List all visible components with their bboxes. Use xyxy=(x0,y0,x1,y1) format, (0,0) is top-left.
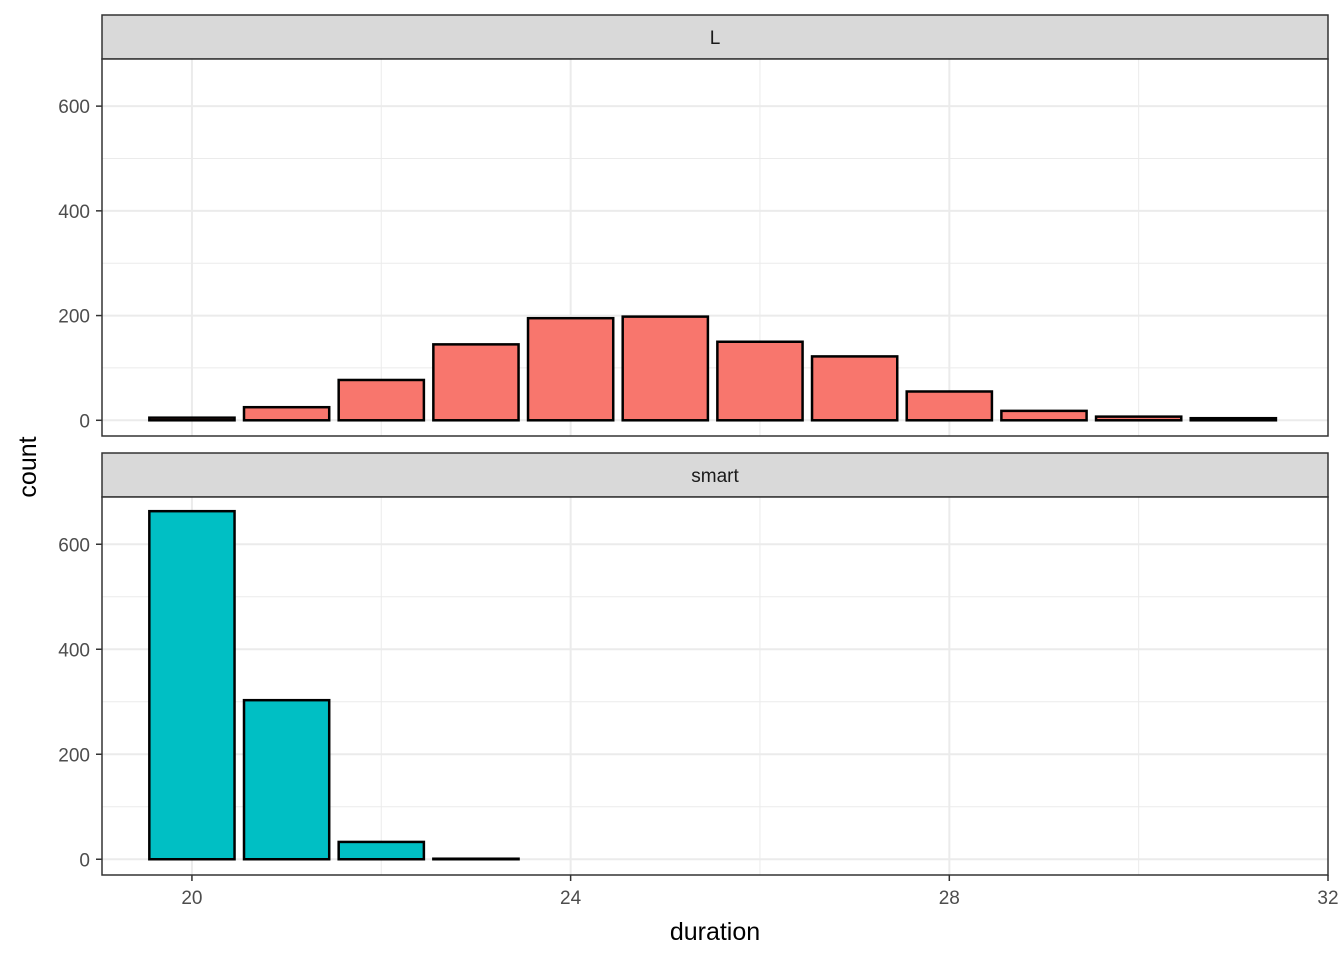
facet-panel-0: L 0 200 400 600 xyxy=(58,14,1329,437)
x-axis-title: duration xyxy=(670,918,760,946)
histogram-bar xyxy=(242,405,331,422)
y-tick-label: 200 xyxy=(58,745,90,766)
y-tick-label: 400 xyxy=(58,202,90,223)
facet-strip-label: L xyxy=(710,28,721,49)
y-tick-label: 600 xyxy=(58,97,90,118)
histogram-bar xyxy=(526,316,615,422)
x-axis: 20 24 28 32 xyxy=(181,875,1339,909)
histogram-bar xyxy=(716,340,804,422)
y-tick-label: 0 xyxy=(79,411,90,432)
histogram-bar xyxy=(148,416,236,422)
histogram-bar xyxy=(148,509,236,861)
facet-strip-label: smart xyxy=(691,466,739,487)
x-tick-label: 24 xyxy=(560,888,582,909)
facet-strip xyxy=(101,452,1329,498)
histogram-bar xyxy=(810,355,899,422)
histogram-bar xyxy=(621,315,710,422)
histogram-bar xyxy=(1094,415,1183,422)
histogram-bar xyxy=(337,840,426,861)
x-tick-label: 20 xyxy=(181,888,202,909)
histogram-bar xyxy=(432,857,520,861)
histogram-bar xyxy=(337,378,426,422)
x-tick-label: 32 xyxy=(1317,888,1338,909)
y-tick-label: 600 xyxy=(58,535,90,556)
y-axis-title: count xyxy=(14,436,42,497)
panels-layer: L 0 200 400 600 smart 0 200 400 600 xyxy=(58,14,1329,876)
histogram-bar xyxy=(432,343,520,422)
panel-background xyxy=(102,59,1328,436)
histogram-bar xyxy=(242,698,331,861)
panel-border xyxy=(101,496,1329,876)
histogram-bar xyxy=(1000,409,1088,422)
x-tick-label: 28 xyxy=(939,888,960,909)
panel-border xyxy=(101,58,1329,437)
y-tick-label: 400 xyxy=(58,640,90,661)
facet-strip xyxy=(101,14,1329,60)
y-tick-label: 0 xyxy=(79,850,90,871)
y-tick-label: 200 xyxy=(58,307,90,328)
histogram-bar xyxy=(905,390,994,422)
histogram-bar xyxy=(1189,416,1278,422)
facet-panel-1: smart 0 200 400 600 xyxy=(58,452,1329,876)
